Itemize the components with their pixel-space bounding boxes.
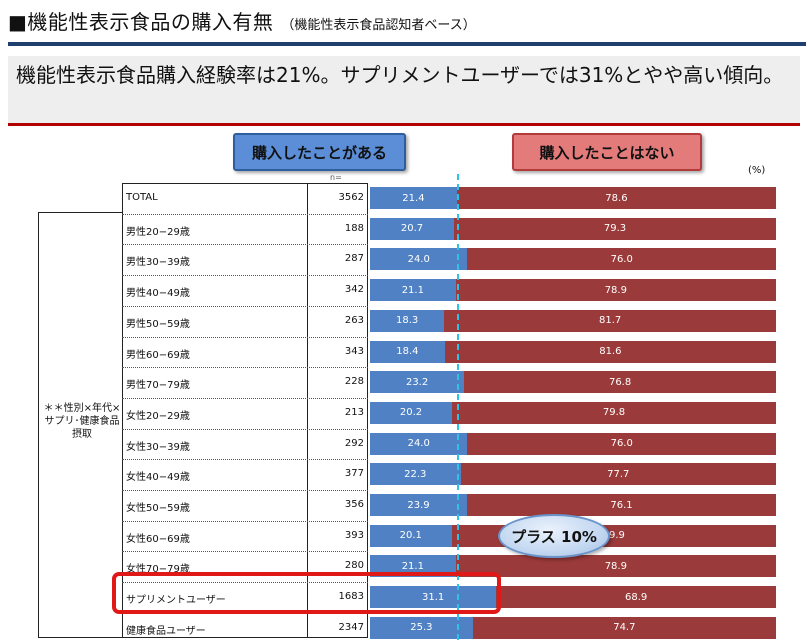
- row-label: 健康食品ユーザー: [126, 625, 206, 637]
- row-label: 女性50−59歳: [126, 503, 190, 514]
- row-divider: [122, 336, 368, 338]
- row-divider: [122, 520, 368, 522]
- bar-not-purchased: 76.8: [464, 371, 776, 394]
- row-divider: [122, 367, 368, 369]
- legend-callout-purchased: 購入したことがある: [233, 133, 406, 171]
- highlight-box-supplement-users: [112, 572, 501, 614]
- row-n-value: 263: [344, 314, 364, 326]
- bar-not-purchased: 78.9: [455, 279, 776, 302]
- row-label: 男性50−59歳: [126, 318, 190, 330]
- row-divider: [122, 397, 368, 399]
- bar-purchased: 18.3: [370, 309, 445, 332]
- bar-not-purchased: 79.3: [454, 217, 776, 240]
- page-subtitle: （機能性表示食品認知者ベース）: [281, 18, 476, 33]
- row-label: 女性60−69歳: [126, 533, 190, 545]
- row-label: 女性70−79歳: [126, 564, 190, 576]
- row-n-value: 3562: [338, 192, 364, 203]
- row-n-value: 287: [344, 253, 364, 265]
- row-n-value: 292: [344, 437, 364, 449]
- row-n-value: 1683: [338, 591, 364, 603]
- row-divider: [122, 459, 368, 461]
- row-divider: [122, 213, 368, 215]
- bar-not-purchased: 77.7: [460, 463, 776, 486]
- bar-not-purchased: 81.7: [444, 309, 776, 332]
- row-label: 男性60−69歳: [126, 349, 190, 361]
- row-divider: [122, 551, 368, 553]
- row-divider: [122, 275, 368, 277]
- row-label: TOTAL: [126, 192, 158, 203]
- row-label: 男性30−39歳: [126, 257, 190, 269]
- bar-purchased: 21.4: [370, 187, 457, 209]
- bar-not-purchased: 76.0: [467, 432, 776, 455]
- bar-purchased: 18.4: [370, 340, 445, 363]
- row-divider: [122, 582, 368, 584]
- group-label: ＊＊性別×年代×サプリ･健康食品摂取: [43, 403, 121, 440]
- row-n-value: 342: [344, 284, 364, 296]
- total-reference-line: [456, 174, 459, 640]
- bar-not-purchased: 74.7: [472, 616, 776, 639]
- bar-not-purchased: 76.1: [467, 494, 776, 516]
- bar-not-purchased: 78.9: [455, 555, 776, 578]
- bar-purchased: 22.3: [370, 463, 461, 486]
- unit-label: (%): [748, 165, 766, 176]
- bar-purchased: 20.1: [370, 524, 452, 547]
- row-divider: [122, 428, 368, 430]
- row-n-value: 377: [344, 468, 364, 480]
- row-label: 男性40−49歳: [126, 288, 190, 300]
- bar-not-purchased: 79.8: [452, 401, 776, 424]
- row-n-value: 393: [344, 529, 364, 541]
- row-label: 女性20−29歳: [126, 410, 190, 422]
- row-divider: [122, 490, 368, 491]
- table-frame: [122, 183, 368, 638]
- legend-callout-not-purchased: 購入したことはない: [512, 133, 702, 171]
- title-underline: [8, 42, 806, 46]
- bar-purchased: 23.2: [370, 371, 465, 394]
- bar-purchased: 31.1: [370, 586, 497, 609]
- row-n-value: 213: [344, 406, 364, 418]
- bar-not-purchased: 68.9: [496, 586, 776, 609]
- bar-not-purchased: 78.6: [456, 187, 776, 209]
- row-n-value: 228: [344, 376, 364, 388]
- bar-purchased: 23.9: [370, 494, 468, 516]
- row-n-value: 280: [344, 560, 364, 572]
- row-label: 男性20−29歳: [126, 226, 190, 238]
- row-label: 男性70−79歳: [126, 380, 190, 392]
- row-n-value: 343: [344, 345, 364, 357]
- group-bracket: [38, 212, 122, 638]
- n-column-header: n=: [330, 173, 342, 182]
- row-divider: [122, 305, 368, 307]
- row-n-value: 188: [344, 222, 364, 234]
- bar-purchased: 25.3: [370, 616, 473, 639]
- bar-purchased: 24.0: [370, 248, 468, 271]
- bar-purchased: 21.1: [370, 555, 456, 578]
- table-column-divider: [307, 183, 308, 638]
- summary-box: 機能性表示食品購入経験率は21%。サプリメントユーザーでは31%とやや高い傾向。: [8, 56, 800, 126]
- page-title-area: ■機能性表示食品の購入有無 （機能性表示食品認知者ベース）: [8, 6, 476, 34]
- bar-purchased: 20.7: [370, 217, 455, 240]
- bar-not-purchased: 81.6: [444, 340, 776, 363]
- bar-purchased: 21.1: [370, 279, 456, 302]
- bar-purchased: 24.0: [370, 432, 468, 455]
- row-label: サプリメントユーザー: [126, 595, 226, 607]
- row-n-value: 356: [344, 499, 364, 510]
- row-divider: [122, 244, 368, 246]
- bar-not-purchased: 76.0: [467, 248, 776, 271]
- row-label: 女性40−49歳: [126, 472, 190, 484]
- page-title: ■機能性表示食品の購入有無: [8, 10, 274, 34]
- bar-purchased: 20.2: [370, 401, 452, 424]
- row-n-value: 2347: [338, 621, 364, 633]
- row-label: 女性30−39歳: [126, 441, 190, 453]
- plus-10-bubble: プラス 10%: [498, 514, 610, 558]
